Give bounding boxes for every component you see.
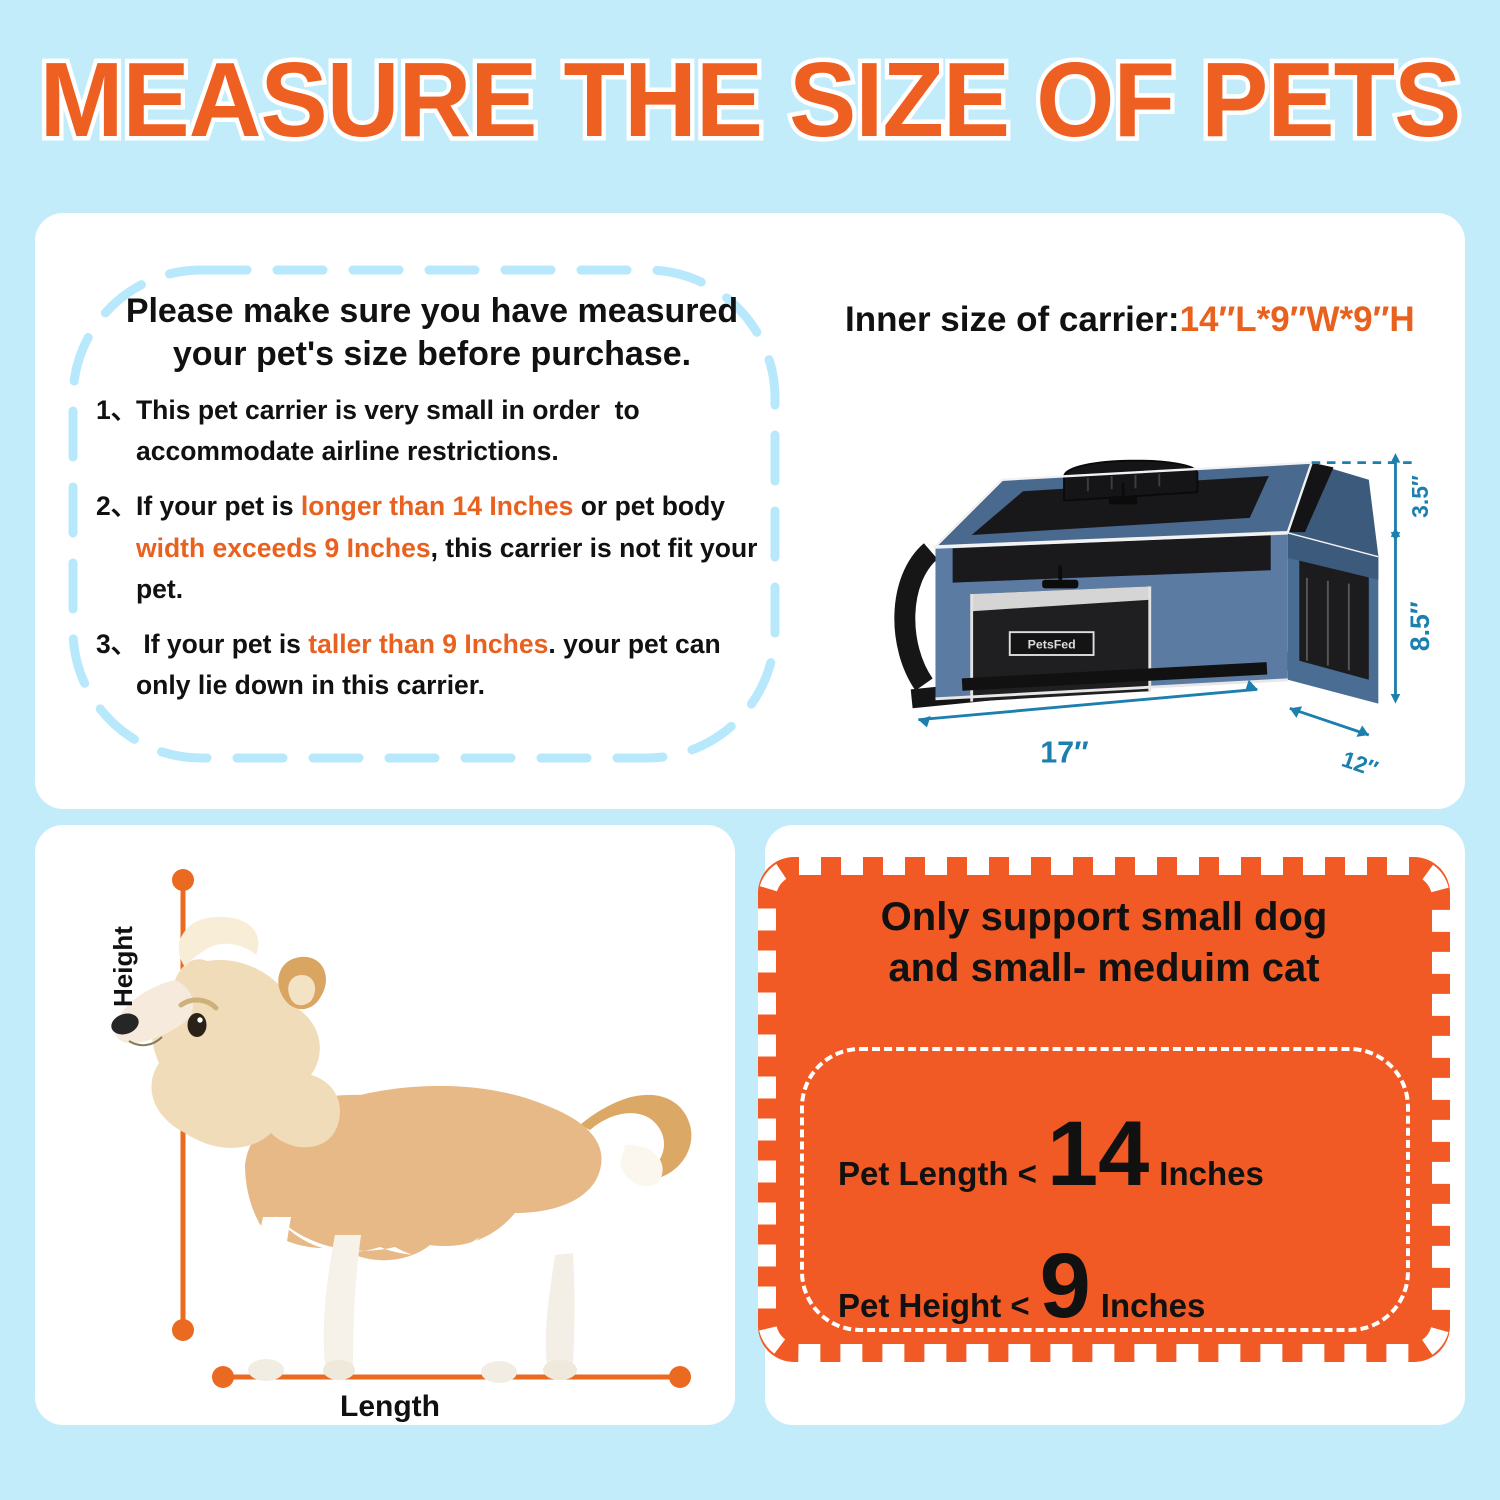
svg-text:17″: 17″ [1040,736,1089,770]
svg-text:12″: 12″ [1339,746,1382,775]
svg-text:8.5″: 8.5″ [1405,601,1435,651]
svg-text:3.5″: 3.5″ [1407,475,1433,518]
svg-text:PetsFed: PetsFed [1028,637,1076,651]
